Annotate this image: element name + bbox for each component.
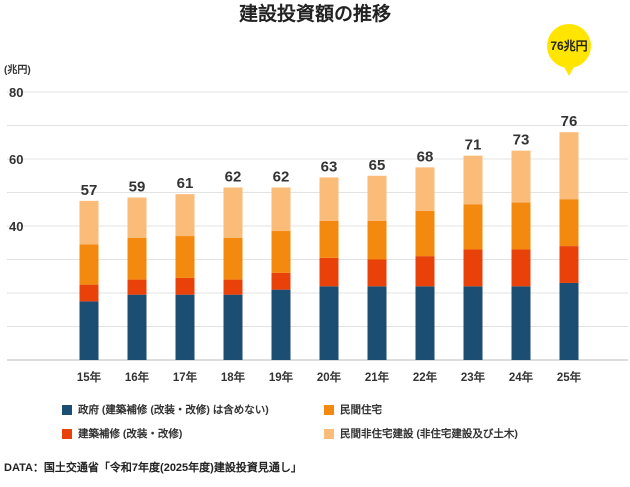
legend-swatch [62,428,72,439]
bar-segment [79,200,99,245]
bar-segment [463,286,483,360]
legend-label: 民間住宅 [340,404,382,416]
x-tick-label: 18年 [221,370,246,384]
bar-segment [511,202,531,250]
bar-segment [79,301,99,360]
bar-segment [319,257,339,287]
legend-item-building-repair: 建築補修 (改装・改修) [62,426,324,441]
bar-segment [415,210,435,257]
bar-segment [271,289,291,360]
x-tick-label: 17年 [173,370,198,384]
callout-tail [563,65,575,76]
bar-segment [367,220,387,260]
bar-segment [127,279,147,295]
legend-label: 政府 (建築補修 (改装・改修) は含めない) [78,404,269,416]
bar-segment [175,236,195,278]
bar-segment [127,197,147,238]
bar-segment [223,237,243,280]
legend-label: 建築補修 (改装・改修) [78,428,183,440]
bar-segment [367,286,387,360]
x-tick-label: 24年 [509,370,534,384]
bar-segment [511,150,531,203]
x-tick-label: 20年 [317,370,342,384]
x-tick-label: 16年 [125,370,150,384]
x-tick-label: 23年 [461,370,486,384]
bar-segment [415,286,435,360]
stacked-bar-chart: 建設投資額の推移 (兆円) 40 60 80 57 59 61 62 62 63 65 68 71 7… [4,2,628,384]
x-axis-ticks: 15年 16年 17年 18年 19年 20年 21年 22年 23年 24年 25年 [77,370,582,384]
bar-total-labels: 57 59 61 62 62 63 65 68 71 73 76 [81,113,578,199]
bar-segment [463,249,483,287]
bar-segment [511,286,531,360]
bar-segment [367,175,387,221]
bar-segment [79,284,99,302]
bar-segment [415,167,435,211]
bar-total-label: 76 [561,113,578,130]
legend-swatch [62,404,72,415]
bar-total-label: 61 [177,175,194,192]
y-axis-unit-label: (兆円) [4,63,31,76]
bar-segment [559,282,579,360]
bar-total-label: 62 [225,168,242,185]
bar-segment [559,199,579,247]
bar-total-label: 62 [273,168,290,185]
gridlines [7,91,628,361]
bar-segment [271,187,291,232]
bar-segment [175,194,195,237]
bar-segment [223,279,243,295]
bar-segment [223,187,243,238]
x-tick-label: 25年 [557,370,582,384]
bar-segment [127,294,147,360]
legend: 政府 (建築補修 (改装・改修) は含めない) 民間住宅 建築補修 (改装・改修… [62,402,602,441]
bar-segment [319,286,339,360]
y-tick-label: 60 [9,152,23,167]
legend-label: 民間非住宅建設 (非住宅建設及び土木) [340,428,518,440]
bar-segment [319,177,339,221]
bar-segment [559,246,579,283]
bar-total-label: 68 [417,148,434,165]
y-tick-label: 40 [9,219,23,234]
bar-total-label: 63 [321,158,338,175]
bar-segment [559,132,579,200]
callout-badge: 76兆円 [547,24,591,76]
legend-swatch [324,404,334,415]
bar-segment [127,237,147,280]
bar-segment [367,259,387,287]
bar-segment [79,244,99,285]
x-tick-label: 21年 [365,370,390,384]
legend-swatch [324,428,334,439]
legend-item-private-nonresidential: 民間非住宅建設 (非住宅建設及び土木) [324,426,602,441]
legend-item-government: 政府 (建築補修 (改装・改修) は含めない) [62,402,324,417]
bar-total-label: 71 [465,137,482,154]
bar-total-label: 57 [81,182,98,199]
bar-segment [415,256,435,287]
y-tick-label: 80 [9,85,23,100]
bar-segment [271,272,291,290]
bar-segment [319,220,339,258]
bar-segment [223,294,243,360]
x-tick-label: 15年 [77,370,102,384]
bar-total-label: 73 [513,132,530,149]
callout-text: 76兆円 [550,38,587,53]
legend-item-private-housing: 民間住宅 [324,402,602,417]
bar-segment [271,231,291,273]
bar-segment [463,155,483,205]
bar-segment [463,204,483,250]
data-source: DATA：国土交通省「令和7年度(2025年度)建設投資見通し」 [4,462,302,474]
bar-segment [175,277,195,295]
x-tick-label: 19年 [269,370,294,384]
x-tick-label: 22年 [413,370,438,384]
bar-total-label: 59 [129,179,146,196]
bar-total-label: 65 [369,157,386,174]
bars [79,132,579,360]
chart-title: 建設投資額の推移 [239,2,391,25]
callout-circle [547,24,591,68]
bar-segment [175,294,195,360]
y-axis-ticks: 40 60 80 [9,85,23,234]
bar-segment [511,249,531,287]
